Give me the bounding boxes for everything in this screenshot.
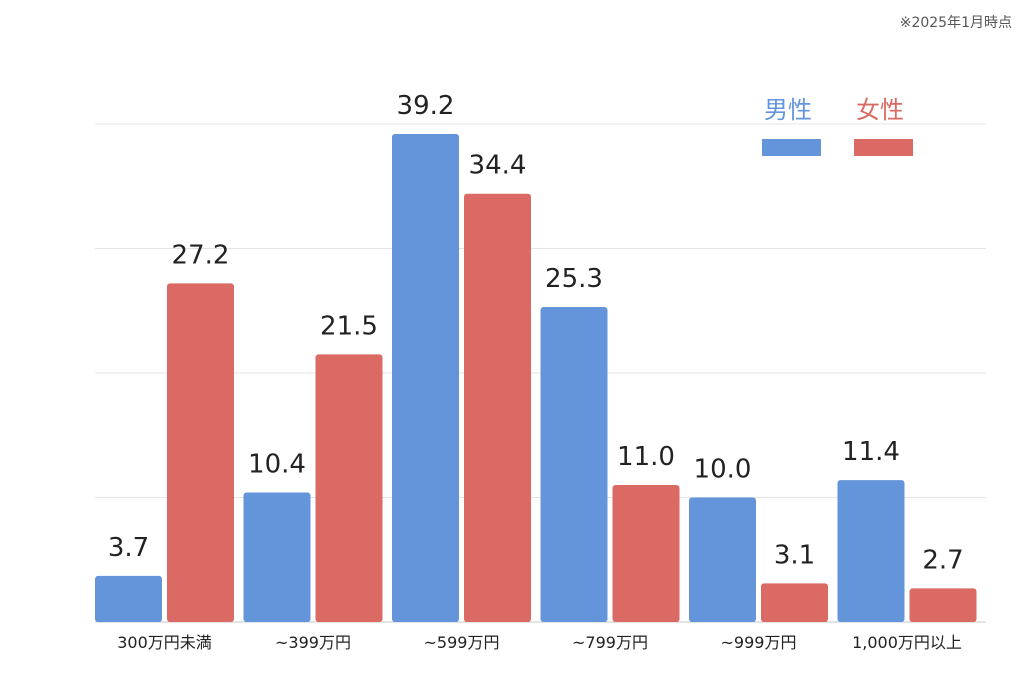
data-label-female: 2.7 (922, 545, 963, 575)
x-tick-label: ~599万円 (424, 633, 500, 652)
x-tick-label: ~999万円 (721, 633, 797, 652)
bar-male (540, 307, 608, 622)
bar-male (95, 575, 162, 622)
data-label-male: 10.4 (248, 450, 306, 480)
bar-female (167, 283, 234, 622)
bar-male (243, 492, 311, 622)
data-label-female: 21.5 (320, 311, 378, 341)
bar-male (837, 480, 905, 622)
data-label-female: 27.2 (172, 240, 230, 270)
data-label-male: 10.0 (694, 455, 752, 485)
data-label-female: 11.0 (617, 442, 675, 472)
data-label-male: 39.2 (397, 91, 455, 121)
x-tick-label: ~799万円 (572, 633, 648, 652)
bar-female (315, 354, 383, 622)
legend-swatch-female (854, 139, 913, 156)
x-tick-label: 1,000万円以上 (852, 633, 962, 652)
bar-male (689, 497, 756, 622)
bar-female (761, 583, 828, 622)
bar-female (464, 193, 531, 622)
x-tick-label: 300万円未満 (117, 633, 212, 652)
bar-female (612, 485, 680, 622)
data-label-male: 11.4 (842, 437, 900, 467)
legend-label-male: 男性 (764, 96, 812, 124)
data-label-female: 34.4 (469, 151, 527, 181)
bar-male (392, 133, 459, 622)
data-label-female: 3.1 (774, 540, 815, 570)
date-note: ※2025年1月時点 (899, 15, 1012, 31)
x-tick-label: ~399万円 (275, 633, 351, 652)
legend-label-female: 女性 (856, 96, 904, 124)
legend-swatch-male (762, 139, 821, 156)
data-label-male: 3.7 (108, 533, 149, 563)
data-label-male: 25.3 (545, 264, 603, 294)
bar-female (909, 588, 977, 622)
